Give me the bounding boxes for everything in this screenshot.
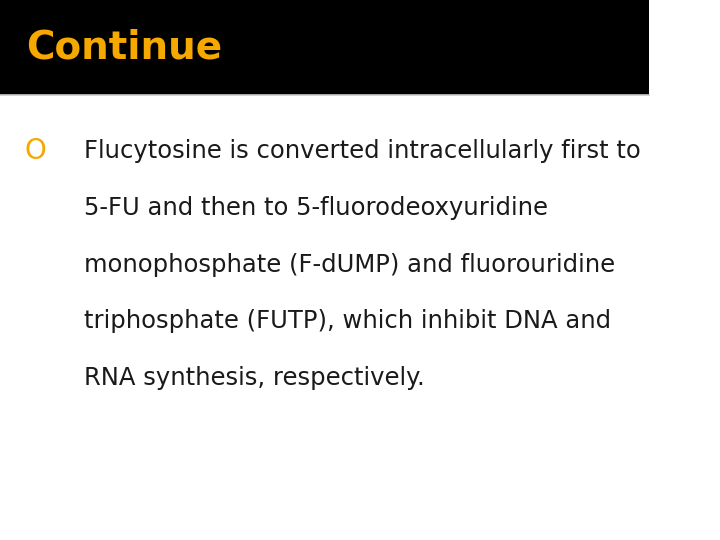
Text: 5-FU and then to 5-fluorodeoxyuridine: 5-FU and then to 5-fluorodeoxyuridine bbox=[84, 196, 549, 220]
FancyBboxPatch shape bbox=[0, 0, 649, 94]
Text: RNA synthesis, respectively.: RNA synthesis, respectively. bbox=[84, 366, 425, 390]
Text: Continue: Continue bbox=[26, 28, 222, 66]
Text: monophosphate (F-dUMP) and fluorouridine: monophosphate (F-dUMP) and fluorouridine bbox=[84, 253, 616, 276]
Text: Flucytosine is converted intracellularly first to: Flucytosine is converted intracellularly… bbox=[84, 139, 641, 163]
Text: O: O bbox=[24, 137, 47, 165]
Text: triphosphate (FUTP), which inhibit DNA and: triphosphate (FUTP), which inhibit DNA a… bbox=[84, 309, 611, 333]
